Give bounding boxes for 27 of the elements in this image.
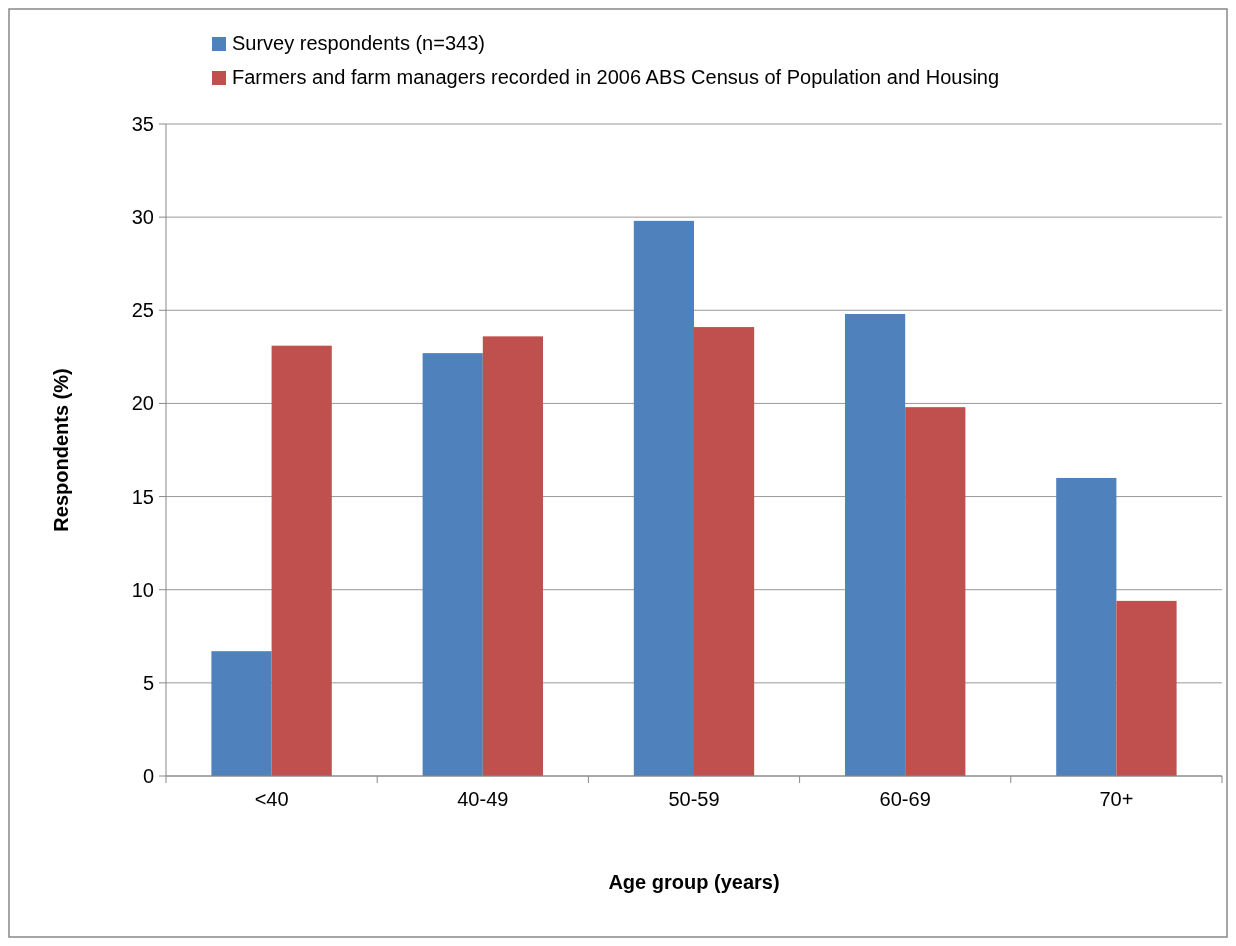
bar [633,220,694,776]
y-tick-label: 0 [142,765,154,787]
y-tick-label: 25 [131,299,154,322]
y-tick-label: 15 [131,485,154,508]
y-tick-label: 20 [131,392,154,415]
bar [211,651,272,776]
y-tick-label: 30 [131,206,154,229]
x-tick-label: <40 [254,788,289,810]
x-tick-label: 70+ [1099,788,1134,810]
bar [694,327,755,776]
bar [845,314,906,776]
bar [422,353,483,776]
y-tick-label: 10 [131,578,154,601]
bar [271,345,332,776]
x-tick-label: 60-69 [879,788,931,810]
x-tick-label: 50-59 [668,788,720,810]
bar [482,336,543,776]
legend-label: Farmers and farm managers recorded in 2006 ABS Census of Population and Housing [232,66,1000,88]
x-axis-title: Age group (years) [608,871,780,893]
bar [1056,477,1117,776]
y-axis-title: Respondents (%) [50,368,72,532]
y-tick-label: 35 [131,113,154,135]
x-tick-label: 40-49 [457,788,509,810]
bar [1116,600,1177,776]
bar [905,407,966,776]
legend-label: Survey respondents (n=343) [232,32,485,54]
y-tick-label: 5 [142,671,154,694]
